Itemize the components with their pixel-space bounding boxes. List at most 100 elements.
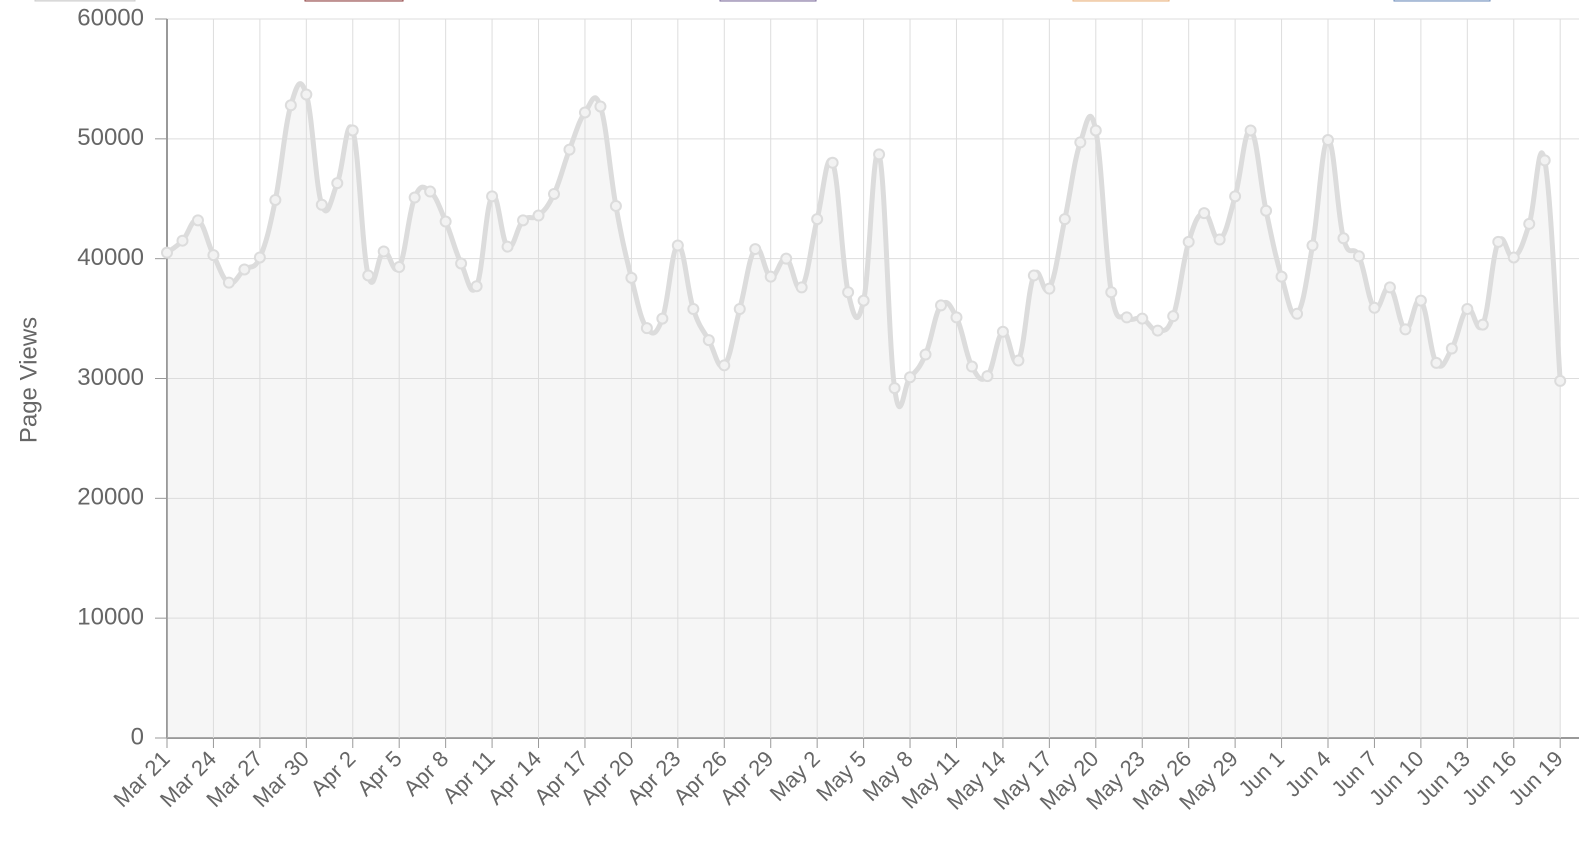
point xyxy=(1322,134,1334,147)
point xyxy=(1538,154,1551,167)
point xyxy=(470,280,483,293)
point xyxy=(1306,239,1319,252)
point xyxy=(842,286,855,299)
point xyxy=(981,370,994,383)
point xyxy=(1275,270,1288,283)
point xyxy=(1507,251,1520,264)
point xyxy=(1352,250,1365,263)
point xyxy=(764,270,777,283)
point xyxy=(640,322,653,335)
point xyxy=(609,199,622,212)
y-tick-label: 60000 xyxy=(77,4,144,31)
x-tick-label: Jun 4 xyxy=(1280,746,1336,802)
point xyxy=(238,263,251,276)
point xyxy=(857,294,870,307)
point xyxy=(1260,204,1273,217)
point xyxy=(315,198,328,211)
point xyxy=(687,302,700,315)
point xyxy=(1399,323,1412,336)
point xyxy=(1445,342,1458,355)
point xyxy=(888,382,901,395)
point xyxy=(1120,311,1133,324)
y-axis-title: Page Views xyxy=(15,317,42,443)
point xyxy=(1461,302,1474,315)
point xyxy=(439,215,452,228)
point xyxy=(408,191,421,204)
point xyxy=(1136,312,1149,325)
point xyxy=(1337,232,1350,245)
point xyxy=(362,269,375,282)
x-tick-label: Apr 5 xyxy=(352,746,407,801)
x-tick-label: Jun 1 xyxy=(1233,746,1289,802)
point xyxy=(161,246,173,259)
point xyxy=(455,257,468,270)
y-tick-label: 30000 xyxy=(77,364,144,391)
point xyxy=(346,124,359,137)
point xyxy=(718,359,731,372)
point xyxy=(207,249,220,262)
point xyxy=(594,100,607,113)
point xyxy=(1105,286,1118,299)
point xyxy=(1198,207,1211,220)
legend-box xyxy=(719,0,817,2)
y-tick-label: 0 xyxy=(131,723,144,750)
point xyxy=(1058,213,1071,226)
point xyxy=(780,252,793,265)
x-tick-label: Apr 29 xyxy=(715,746,779,810)
point xyxy=(1229,190,1242,203)
point xyxy=(1492,235,1505,248)
point xyxy=(501,240,514,253)
line-area xyxy=(167,83,1561,738)
point xyxy=(191,214,204,227)
point xyxy=(749,243,762,256)
point xyxy=(811,213,824,226)
point xyxy=(578,106,591,119)
point xyxy=(702,334,715,347)
point xyxy=(950,311,963,324)
point xyxy=(331,177,344,190)
legend-box xyxy=(34,0,136,2)
point xyxy=(284,99,297,112)
x-tick-label: May 5 xyxy=(811,746,871,806)
y-tick-label: 40000 xyxy=(77,244,144,271)
point xyxy=(377,245,390,258)
x-tick-label: Apr 2 xyxy=(306,746,361,801)
point xyxy=(532,209,545,222)
point xyxy=(904,371,917,384)
point xyxy=(424,185,437,198)
legend-box xyxy=(1072,0,1170,2)
point xyxy=(1151,324,1164,337)
point xyxy=(1213,233,1226,246)
point xyxy=(935,299,947,312)
point xyxy=(176,234,189,247)
point xyxy=(300,88,313,101)
point xyxy=(1027,269,1040,282)
point xyxy=(625,271,638,284)
legend-box xyxy=(304,0,404,2)
x-tick-label: May 2 xyxy=(765,746,825,806)
point xyxy=(1476,318,1489,331)
point xyxy=(1167,310,1180,323)
point xyxy=(671,239,684,252)
point xyxy=(563,143,576,156)
point xyxy=(1523,217,1536,230)
point xyxy=(517,214,530,227)
point xyxy=(733,302,746,315)
y-tick-label: 10000 xyxy=(77,604,144,631)
point xyxy=(253,251,266,264)
point xyxy=(222,276,235,289)
point xyxy=(1089,124,1102,137)
y-tick-label: 20000 xyxy=(77,484,144,511)
point xyxy=(795,281,808,294)
point xyxy=(1074,136,1087,149)
y-tick-label: 50000 xyxy=(77,124,144,151)
point xyxy=(1012,354,1025,367)
point xyxy=(826,156,839,169)
point xyxy=(486,190,499,203)
point xyxy=(919,348,932,361)
point xyxy=(1043,282,1056,295)
point xyxy=(1383,281,1396,294)
point xyxy=(656,312,669,325)
point xyxy=(965,360,978,373)
